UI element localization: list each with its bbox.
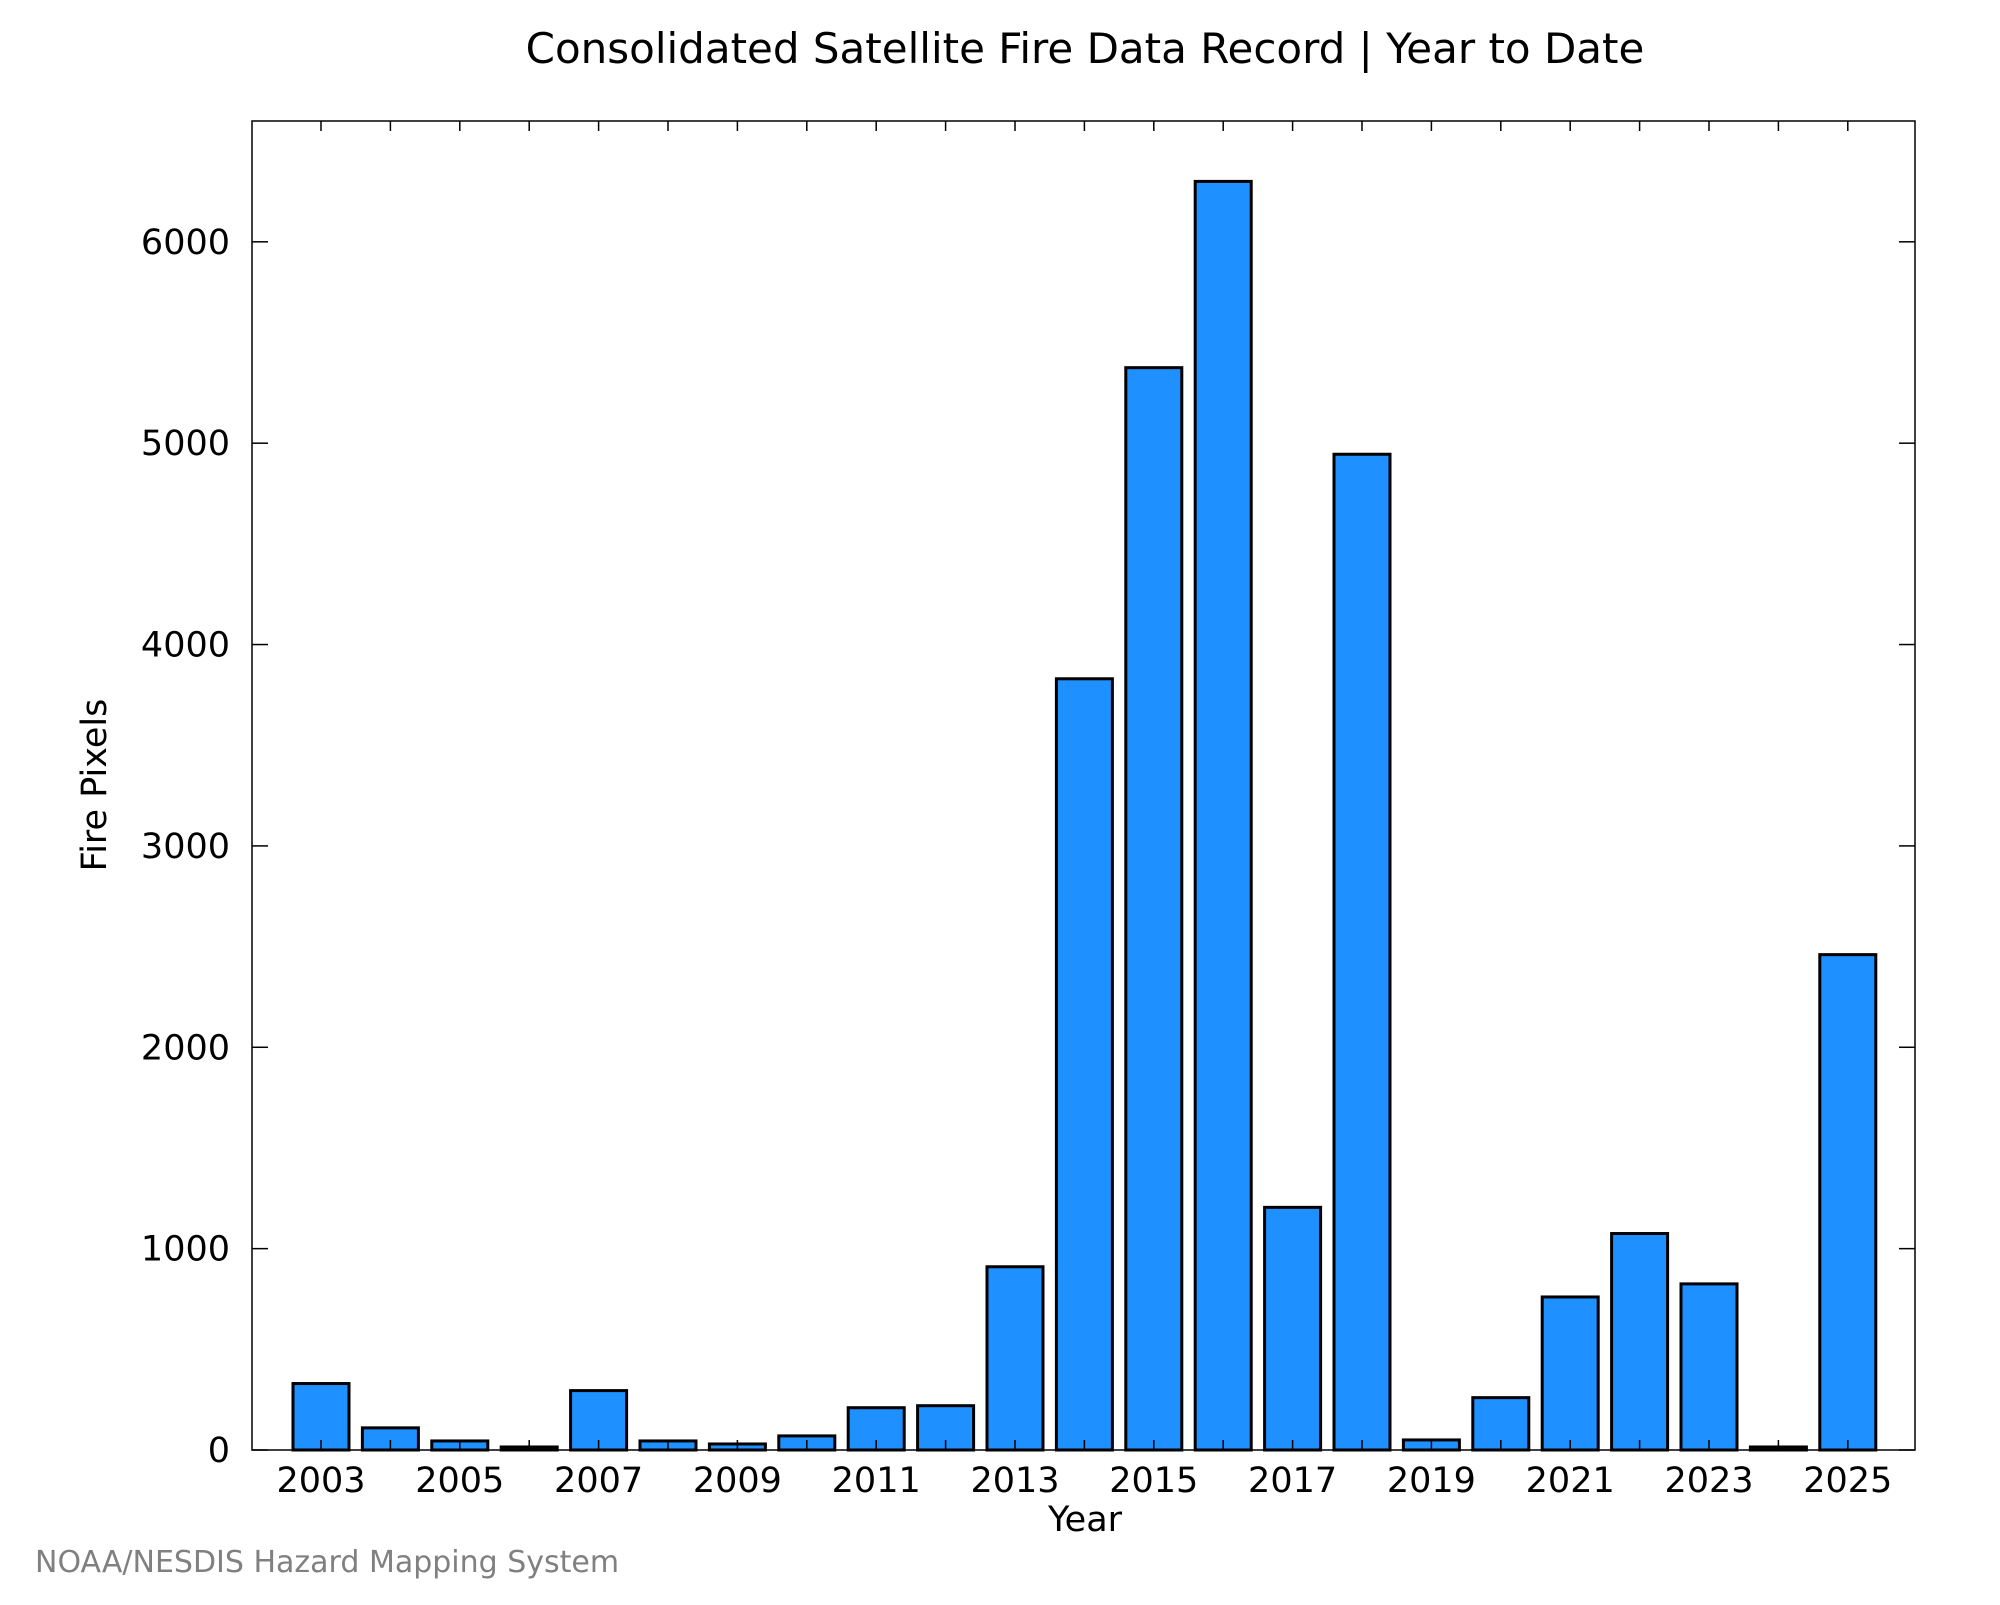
- bars-group: [291, 179, 1878, 1452]
- bar-2014: [1054, 677, 1114, 1452]
- chart-title: Consolidated Satellite Fire Data Record …: [526, 24, 1645, 73]
- x-tick-label: 2025: [1803, 1461, 1892, 1501]
- y-tick-label: 6000: [141, 223, 230, 263]
- x-tick-label: 2019: [1387, 1461, 1476, 1501]
- bar-2013: [985, 1265, 1045, 1452]
- y-axis: 0 1000 2000 3000 4000 5000 6000: [141, 223, 1915, 1471]
- x-axis: 2003 2005 2007 2009 2011 2013 2015 2017 2019 2021…: [276, 121, 1892, 1501]
- credit-text: NOAA/NESDIS Hazard Mapping System: [35, 1545, 619, 1580]
- x-tick-label: 2007: [554, 1461, 643, 1501]
- y-tick-label: 2000: [141, 1028, 230, 1068]
- bar-2018: [1332, 452, 1392, 1452]
- y-tick-label: 1000: [141, 1230, 230, 1270]
- x-tick-label: 2017: [1248, 1461, 1337, 1501]
- bar-2022: [1610, 1232, 1670, 1452]
- x-tick-label: 2015: [1109, 1461, 1198, 1501]
- bar-2025: [1818, 953, 1878, 1452]
- bar-2015: [1124, 366, 1184, 1452]
- y-tick-label: 3000: [141, 827, 230, 867]
- x-tick-label: 2013: [970, 1461, 1059, 1501]
- x-axis-label: Year: [1047, 1500, 1123, 1540]
- bar-2016: [1193, 179, 1253, 1452]
- bar-2023: [1679, 1282, 1739, 1452]
- x-tick-label: 2009: [693, 1461, 782, 1501]
- bar-2021: [1540, 1295, 1600, 1452]
- y-tick-label: 4000: [141, 626, 230, 666]
- y-axis-label: Fire Pixels: [75, 699, 115, 872]
- x-tick-label: 2011: [832, 1461, 921, 1501]
- y-tick-label: 5000: [141, 424, 230, 464]
- x-tick-label: 2023: [1664, 1461, 1753, 1501]
- x-tick-label: 2021: [1526, 1461, 1615, 1501]
- x-tick-label: 2003: [276, 1461, 365, 1501]
- y-tick-label: 0: [208, 1431, 230, 1471]
- x-tick-label: 2005: [415, 1461, 504, 1501]
- bar-2017: [1263, 1205, 1323, 1452]
